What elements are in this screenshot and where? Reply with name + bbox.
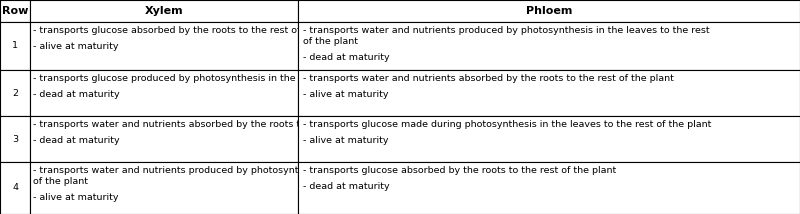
Text: 1: 1 xyxy=(12,42,18,51)
Text: - alive at maturity: - alive at maturity xyxy=(303,90,389,99)
Text: - transports glucose produced by photosynthesis in the leaves to the rest of the: - transports glucose produced by photosy… xyxy=(33,74,440,83)
Text: - alive at maturity: - alive at maturity xyxy=(33,193,118,202)
Text: - dead at maturity: - dead at maturity xyxy=(33,136,120,145)
Text: of the plant: of the plant xyxy=(33,177,88,186)
Text: Phloem: Phloem xyxy=(526,6,572,16)
Text: - transports water and nutrients produced by photosynthesis in the leaves to the: - transports water and nutrients produce… xyxy=(303,26,710,35)
Text: 3: 3 xyxy=(12,135,18,144)
Text: - transports glucose made during photosynthesis in the leaves to the rest of the: - transports glucose made during photosy… xyxy=(303,120,712,129)
Text: - dead at maturity: - dead at maturity xyxy=(303,182,390,191)
Text: - alive at maturity: - alive at maturity xyxy=(303,136,389,145)
Text: - transports glucose absorbed by the roots to the rest of the plant: - transports glucose absorbed by the roo… xyxy=(33,26,346,35)
Text: Xylem: Xylem xyxy=(145,6,184,16)
Text: - transports water and nutrients produced by photosynthesis in the leaves to the: - transports water and nutrients produce… xyxy=(33,166,440,175)
Text: - transports glucose absorbed by the roots to the rest of the plant: - transports glucose absorbed by the roo… xyxy=(303,166,617,175)
Text: - alive at maturity: - alive at maturity xyxy=(33,42,118,51)
Text: - transports water and nutrients absorbed by the roots to the rest of the plant: - transports water and nutrients absorbe… xyxy=(33,120,404,129)
Text: of the plant: of the plant xyxy=(303,37,358,46)
Text: Row: Row xyxy=(2,6,28,16)
Text: - dead at maturity: - dead at maturity xyxy=(33,90,120,99)
Text: 4: 4 xyxy=(12,183,18,193)
Text: 2: 2 xyxy=(12,89,18,98)
Text: - transports water and nutrients absorbed by the roots to the rest of the plant: - transports water and nutrients absorbe… xyxy=(303,74,674,83)
Text: - dead at maturity: - dead at maturity xyxy=(303,53,390,62)
